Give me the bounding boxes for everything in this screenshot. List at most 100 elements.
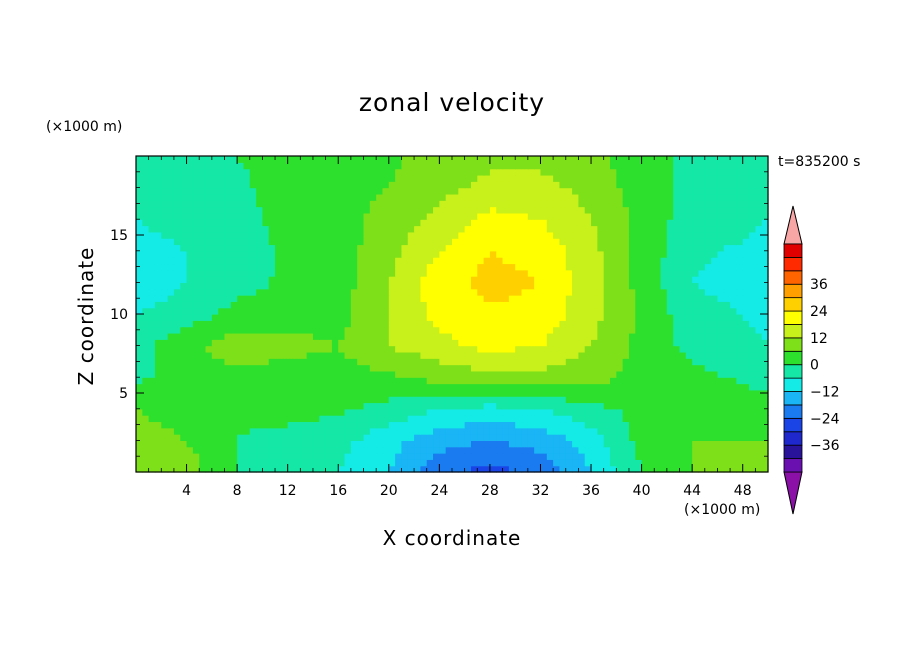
field-cell: [407, 231, 415, 239]
field-cell: [597, 244, 605, 252]
field-cell: [344, 421, 352, 429]
field-cell: [211, 288, 219, 296]
field-cell: [319, 446, 327, 454]
field-cell: [173, 225, 181, 233]
field-cell: [578, 295, 586, 302]
field-cell: [603, 427, 611, 435]
field-cell: [679, 250, 687, 258]
field-cell: [452, 200, 459, 208]
field-cell: [325, 295, 333, 302]
field-cell: [376, 446, 384, 454]
field-cell: [698, 206, 706, 214]
field-cell: [616, 434, 624, 441]
field-cell: [136, 383, 143, 391]
field-cell: [711, 440, 719, 448]
field-cell: [477, 162, 485, 170]
field-cell: [540, 383, 548, 391]
field-cell: [749, 212, 756, 220]
field-cell: [572, 307, 579, 315]
field-cell: [515, 396, 523, 404]
field-cell: [186, 244, 194, 252]
field-cell: [199, 446, 207, 454]
field-cell: [534, 446, 542, 454]
field-cell: [679, 465, 687, 473]
field-cell: [369, 282, 377, 290]
field-cell: [376, 332, 384, 340]
field-cell: [597, 459, 605, 467]
field-cell: [527, 295, 535, 302]
field-cell: [136, 402, 143, 410]
field-cell: [369, 440, 377, 448]
field-cell: [205, 301, 213, 309]
field-cell: [559, 396, 567, 404]
field-cell: [414, 206, 421, 214]
field-cell: [470, 402, 478, 410]
field-cell: [534, 174, 542, 182]
field-cell: [546, 238, 554, 246]
field-cell: [730, 370, 737, 378]
field-cell: [224, 174, 232, 182]
field-cell: [363, 345, 371, 353]
field-cell: [578, 162, 586, 170]
field-cell: [654, 288, 662, 296]
field-cell: [477, 276, 485, 283]
field-cell: [319, 263, 327, 271]
field-cell: [546, 358, 554, 366]
field-cell: [142, 156, 150, 163]
field-cell: [540, 238, 548, 246]
field-cell: [597, 326, 605, 334]
field-cell: [420, 206, 428, 214]
field-cell: [603, 257, 611, 265]
field-cell: [161, 162, 169, 170]
field-cell: [483, 156, 491, 163]
field-cell: [338, 301, 346, 309]
field-cell: [698, 383, 706, 391]
field-cell: [420, 427, 428, 435]
field-cell: [546, 351, 554, 359]
field-cell: [414, 231, 421, 239]
field-cell: [426, 465, 434, 473]
field-cell: [603, 326, 611, 334]
field-cell: [338, 326, 346, 334]
field-cell: [388, 181, 396, 189]
field-cell: [243, 231, 251, 239]
field-cell: [477, 314, 485, 321]
field-cell: [211, 364, 219, 372]
field-cell: [641, 421, 649, 429]
field-cell: [483, 446, 491, 454]
field-cell: [464, 295, 472, 302]
field-cell: [730, 377, 737, 385]
field-cell: [565, 370, 573, 378]
field-cell: [300, 364, 308, 372]
field-cell: [610, 301, 617, 309]
field-cell: [635, 383, 643, 391]
field-cell: [192, 459, 200, 467]
field-cell: [755, 238, 763, 246]
field-cell: [603, 212, 611, 220]
field-cell: [717, 314, 725, 321]
field-cell: [357, 402, 365, 410]
field-cell: [180, 269, 188, 277]
field-cell: [616, 307, 624, 315]
field-cell: [559, 453, 567, 460]
field-cell: [243, 238, 251, 246]
field-cell: [306, 453, 314, 460]
field-cell: [218, 339, 226, 347]
field-cell: [584, 459, 592, 467]
field-cell: [565, 307, 573, 315]
field-cell: [489, 301, 497, 309]
field-cell: [673, 415, 681, 423]
field-cell: [148, 212, 156, 220]
field-cell: [388, 307, 396, 315]
field-cell: [559, 320, 567, 328]
field-cell: [275, 200, 282, 208]
field-cell: [319, 301, 327, 309]
field-cell: [369, 269, 377, 277]
field-cell: [584, 301, 592, 309]
field-cell: [268, 257, 276, 265]
field-cell: [717, 440, 725, 448]
field-cell: [736, 244, 744, 252]
field-cell: [755, 339, 763, 347]
field-cell: [287, 231, 295, 239]
field-cell: [237, 383, 245, 391]
